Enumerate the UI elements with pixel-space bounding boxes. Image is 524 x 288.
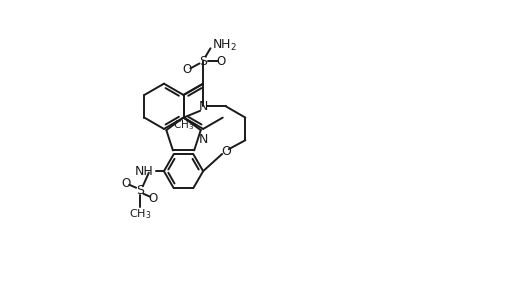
Text: N: N (199, 100, 208, 113)
Text: O: O (221, 145, 231, 158)
Text: CH$_3$: CH$_3$ (128, 207, 151, 221)
Text: O: O (217, 54, 226, 67)
Text: NH: NH (135, 165, 154, 178)
Text: O: O (149, 192, 158, 205)
Text: S: S (199, 54, 207, 67)
Text: S: S (136, 184, 144, 197)
Text: NH$_2$: NH$_2$ (212, 38, 237, 53)
Text: O: O (122, 177, 131, 190)
Text: N: N (199, 132, 208, 145)
Text: O: O (182, 63, 191, 76)
Text: CH$_3$: CH$_3$ (173, 118, 194, 132)
